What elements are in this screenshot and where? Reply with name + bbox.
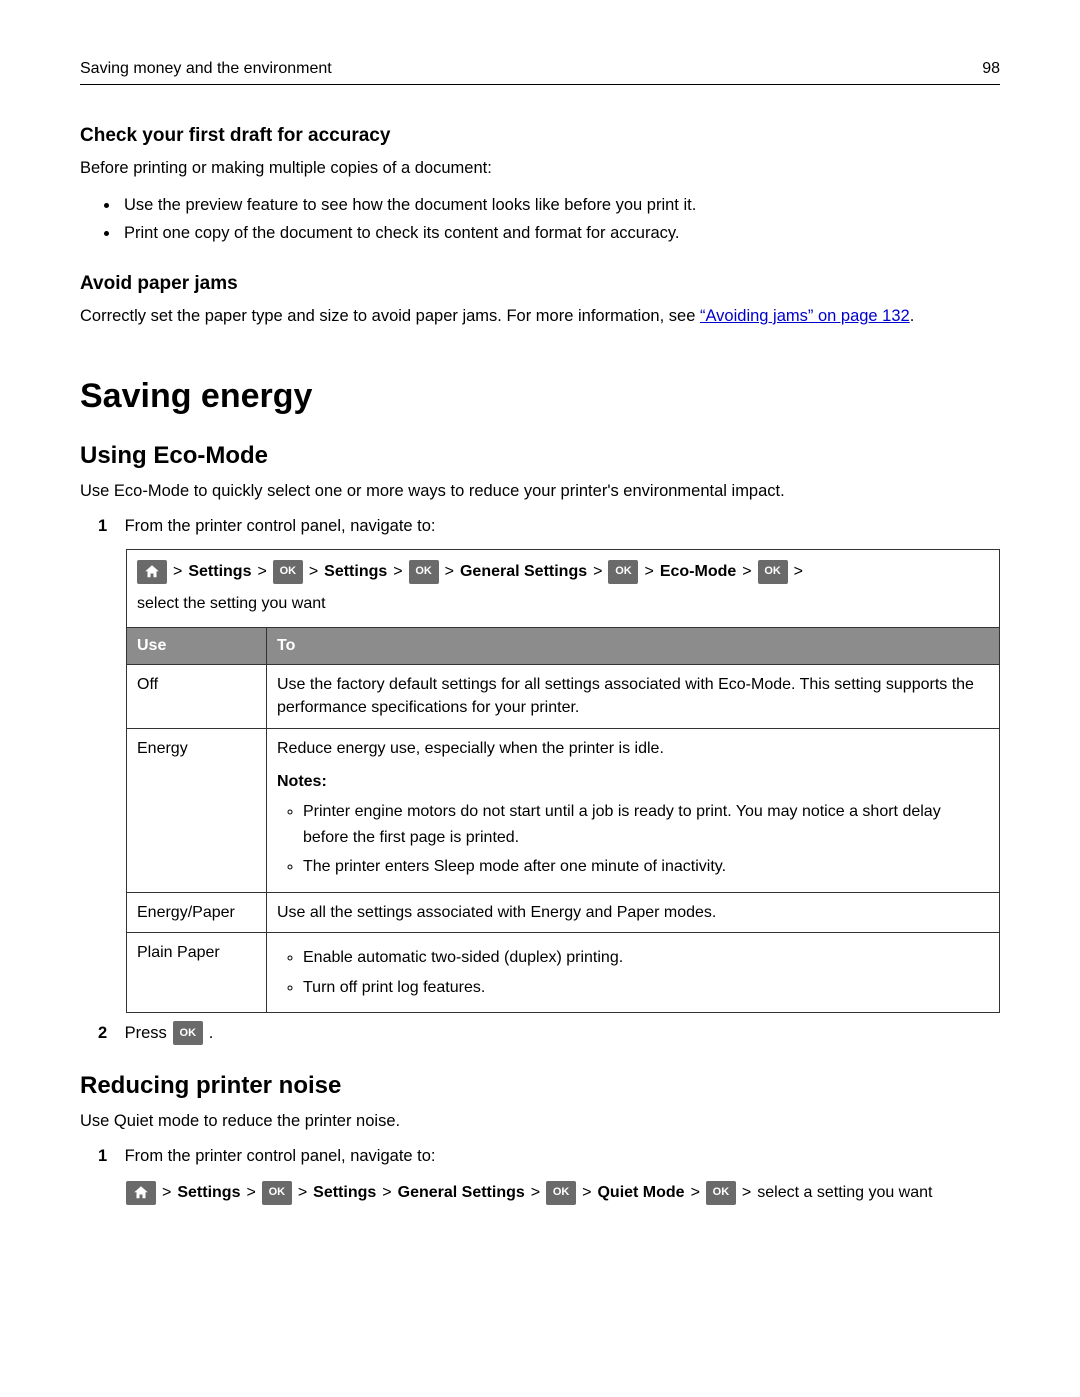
energy-note-1: Printer engine motors do not start until…: [303, 799, 989, 850]
nav-eco-mode: Eco‑Mode: [660, 558, 736, 587]
nav-settings-1: Settings: [177, 1179, 240, 1208]
nav-general-settings: General Settings: [460, 558, 587, 587]
nav-settings-2: Settings: [313, 1179, 376, 1208]
heading-saving-energy: Saving energy: [80, 377, 1000, 416]
heading-reducing-noise: Reducing printer noise: [80, 1072, 1000, 1100]
nav-sep: >: [296, 1179, 309, 1208]
nav-sep: >: [307, 558, 320, 587]
quiet-step-1-text: From the printer control panel, navigate…: [125, 1147, 436, 1165]
nav-sep: >: [580, 1179, 593, 1208]
home-icon: [137, 560, 167, 584]
nav-tail: select a setting you want: [757, 1179, 932, 1208]
heading-eco-mode: Using Eco‑Mode: [80, 442, 1000, 470]
header-title: Saving money and the environment: [80, 60, 332, 78]
quiet-intro: Use Quiet mode to reduce the printer noi…: [80, 1110, 1000, 1134]
energy-notes: Printer engine motors do not start until…: [277, 799, 989, 880]
avoid-jams-before: Correctly set the paper type and size to…: [80, 307, 700, 325]
header-page: 98: [982, 60, 1000, 78]
nav-sep: >: [642, 558, 655, 587]
nav-tail: select the setting you want: [137, 590, 326, 619]
eco-th-use: Use: [127, 628, 267, 665]
eco-use-energy: Energy: [127, 728, 267, 892]
eco-step-1: From the printer control panel, navigate…: [98, 514, 1000, 1013]
eco-energy-desc: Reduce energy use, especially when the p…: [277, 737, 989, 760]
eco-use-plain-paper: Plain Paper: [127, 932, 267, 1012]
ok-icon: OK: [173, 1021, 203, 1045]
nav-settings-2: Settings: [324, 558, 387, 587]
ok-icon: OK: [262, 1181, 292, 1205]
check-draft-bullets: Use the preview feature to see how the d…: [80, 191, 1000, 247]
avoid-jams-after: .: [910, 307, 915, 325]
check-draft-intro: Before printing or making multiple copie…: [80, 157, 1000, 181]
running-header: Saving money and the environment 98: [80, 60, 1000, 85]
ok-icon: OK: [273, 560, 303, 584]
quiet-step-1: From the printer control panel, navigate…: [98, 1144, 1000, 1208]
nav-sep: >: [792, 558, 805, 587]
ok-icon: OK: [758, 560, 788, 584]
notes-label: Notes:: [277, 770, 989, 793]
nav-sep: >: [529, 1179, 542, 1208]
nav-sep: >: [244, 1179, 257, 1208]
plain-paper-b2: Turn off print log features.: [303, 975, 989, 1001]
table-row: Energy/Paper Use all the settings associ…: [127, 892, 1000, 932]
home-icon: [126, 1181, 156, 1205]
eco-th-to: To: [267, 628, 1000, 665]
eco-steps: From the printer control panel, navigate…: [80, 514, 1000, 1046]
eco-intro: Use Eco‑Mode to quickly select one or mo…: [80, 480, 1000, 504]
ok-icon: OK: [706, 1181, 736, 1205]
eco-to-energy-paper: Use all the settings associated with Ene…: [267, 892, 1000, 932]
nav-sep: >: [380, 1179, 393, 1208]
bullet-preview: Use the preview feature to see how the d…: [120, 191, 1000, 219]
eco-mode-table: Use To Off Use the factory default setti…: [126, 627, 1000, 1013]
nav-general-settings: General Settings: [398, 1179, 525, 1208]
eco-use-off: Off: [127, 665, 267, 728]
nav-sep: >: [740, 558, 753, 587]
plain-paper-b1: Enable automatic two‑sided (duplex) prin…: [303, 945, 989, 971]
eco-step-2: Press OK.: [98, 1021, 1000, 1046]
bullet-print-one: Print one copy of the document to check …: [120, 219, 1000, 247]
nav-sep: >: [591, 558, 604, 587]
nav-sep: >: [689, 1179, 702, 1208]
section-avoid-jams: Avoid paper jams: [80, 273, 1000, 295]
nav-sep: >: [740, 1179, 753, 1208]
eco-step-1-text: From the printer control panel, navigate…: [125, 517, 436, 535]
eco-to-off: Use the factory default settings for all…: [267, 665, 1000, 728]
eco-step-2-period: .: [209, 1021, 214, 1046]
nav-quiet-mode: Quiet Mode: [597, 1179, 684, 1208]
ok-icon: OK: [608, 560, 638, 584]
table-row: Plain Paper Enable automatic two‑sided (…: [127, 932, 1000, 1012]
nav-sep: >: [160, 1179, 173, 1208]
energy-note-2: The printer enters Sleep mode after one …: [303, 854, 989, 880]
eco-use-energy-paper: Energy/Paper: [127, 892, 267, 932]
nav-sep: >: [443, 558, 456, 587]
nav-sep: >: [171, 558, 184, 587]
eco-to-plain-paper: Enable automatic two‑sided (duplex) prin…: [267, 932, 1000, 1012]
nav-settings-1: Settings: [188, 558, 251, 587]
ok-icon: OK: [409, 560, 439, 584]
eco-nav-path: > Settings > OK > Settings > OK > Genera…: [126, 549, 1000, 629]
section-check-draft: Check your first draft for accuracy: [80, 125, 1000, 147]
table-row: Energy Reduce energy use, especially whe…: [127, 728, 1000, 892]
avoid-jams-text: Correctly set the paper type and size to…: [80, 305, 1000, 329]
ok-icon: OK: [546, 1181, 576, 1205]
nav-sep: >: [255, 558, 268, 587]
eco-step-2-press: Press: [125, 1021, 167, 1046]
nav-sep: >: [391, 558, 404, 587]
quiet-steps: From the printer control panel, navigate…: [80, 1144, 1000, 1208]
eco-to-energy: Reduce energy use, especially when the p…: [267, 728, 1000, 892]
quiet-nav-path: > Settings > OK > Settings > General Set…: [126, 1179, 1000, 1208]
table-row: Off Use the factory default settings for…: [127, 665, 1000, 728]
plain-paper-bullets: Enable automatic two‑sided (duplex) prin…: [277, 945, 989, 1000]
avoiding-jams-link[interactable]: “Avoiding jams” on page 132: [700, 307, 910, 325]
